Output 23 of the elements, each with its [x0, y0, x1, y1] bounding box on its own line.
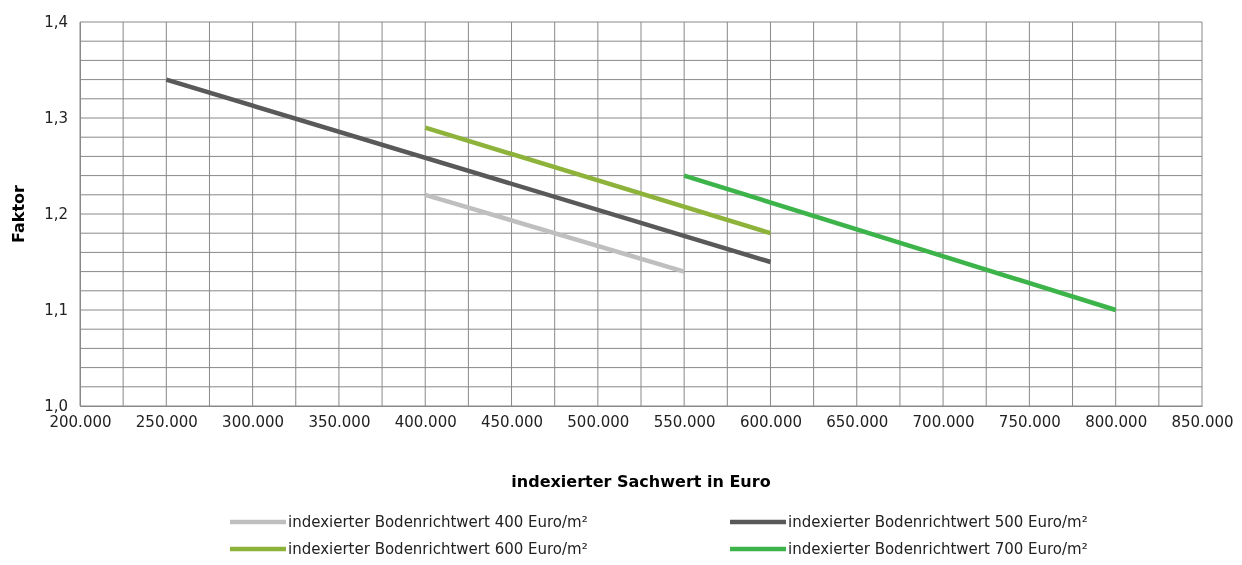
x-tick-label: 650.000	[826, 412, 889, 431]
x-tick-label: 600.000	[739, 412, 802, 431]
legend-label: indexierter Bodenrichtwert 600 Euro/m²	[288, 540, 588, 558]
y-tick-label: 1,2	[44, 205, 68, 224]
x-tick-label: 350.000	[308, 412, 371, 431]
legend-label: indexierter Bodenrichtwert 400 Euro/m²	[288, 513, 588, 531]
x-tick-label: 850.000	[1171, 412, 1234, 431]
x-tick-label: 550.000	[653, 412, 716, 431]
x-tick-label: 800.000	[1085, 412, 1148, 431]
x-tick-label: 750.000	[998, 412, 1061, 431]
legend-label: indexierter Bodenrichtwert 700 Euro/m²	[788, 540, 1088, 558]
x-tick-label: 300.000	[222, 412, 285, 431]
legend-label: indexierter Bodenrichtwert 500 Euro/m²	[788, 513, 1088, 531]
x-tick-label: 700.000	[912, 412, 975, 431]
x-tick-label: 500.000	[567, 412, 630, 431]
x-tick-label: 400.000	[394, 412, 457, 431]
x-axis-title: indexierter Sachwert in Euro	[511, 472, 771, 491]
x-tick-label: 450.000	[481, 412, 544, 431]
x-tick-label: 250.000	[135, 412, 198, 431]
y-tick-label: 1,4	[44, 13, 68, 32]
y-tick-label: 1,1	[44, 301, 68, 320]
y-axis-title: Faktor	[9, 184, 28, 243]
y-tick-label: 1,3	[44, 109, 68, 128]
